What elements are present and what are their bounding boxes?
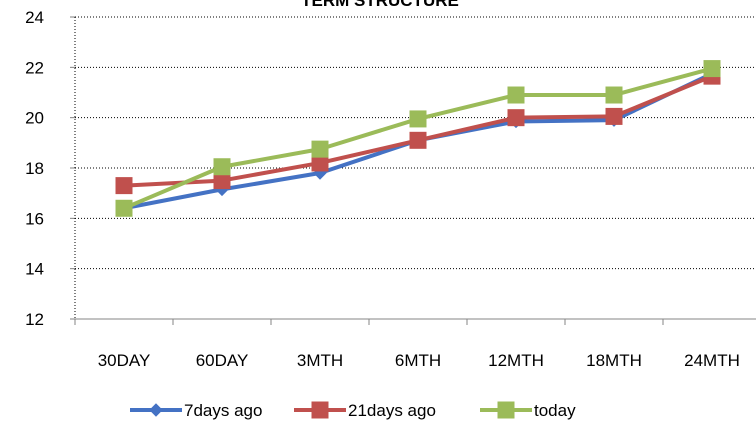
legend-label: today	[534, 401, 576, 420]
legend-label: 21days ago	[348, 401, 436, 420]
y-tick-label: 24	[25, 8, 44, 27]
data-point	[311, 140, 329, 158]
x-tick-label: 12MTH	[488, 351, 544, 370]
y-tick-label: 16	[25, 209, 44, 228]
x-tick-label: 30DAY	[98, 351, 151, 370]
data-point	[703, 60, 721, 78]
data-point	[409, 110, 427, 128]
legend-item-today: today	[480, 401, 576, 420]
data-point	[213, 158, 231, 176]
y-tick-label: 14	[25, 260, 44, 279]
legend-marker	[497, 401, 515, 419]
legend-item-21days-ago: 21days ago	[294, 401, 436, 420]
legend-item-7days-ago: 7days ago	[130, 401, 262, 420]
data-point	[115, 199, 133, 217]
legend-marker	[149, 403, 163, 417]
data-point	[605, 107, 623, 125]
x-tick-label: 6MTH	[395, 351, 441, 370]
legend-label: 7days ago	[184, 401, 262, 420]
legend-marker	[311, 401, 329, 419]
x-tick-label: 18MTH	[586, 351, 642, 370]
y-tick-label: 20	[25, 109, 44, 128]
x-tick-label: 3MTH	[297, 351, 343, 370]
plot-series	[115, 60, 721, 217]
chart-title: TERM STRUCTURE	[301, 0, 459, 10]
y-tick-label: 12	[25, 310, 44, 329]
data-point	[507, 86, 525, 104]
data-point	[605, 86, 623, 104]
data-point	[115, 177, 133, 195]
y-tick-label: 18	[25, 159, 44, 178]
axes: 12 14 16 18 20 22 24 30DAY 60DAY 3MTH 6MTH 12MTH 18M…	[25, 8, 756, 370]
x-tick-label: 24MTH	[684, 351, 740, 370]
data-point	[507, 109, 525, 127]
x-tick-label: 60DAY	[196, 351, 249, 370]
y-tick-label: 22	[25, 58, 44, 77]
legend: 7days ago 21days ago today	[130, 401, 576, 420]
gridlines	[75, 16, 756, 270]
data-point	[409, 131, 427, 149]
series-today	[115, 60, 721, 217]
